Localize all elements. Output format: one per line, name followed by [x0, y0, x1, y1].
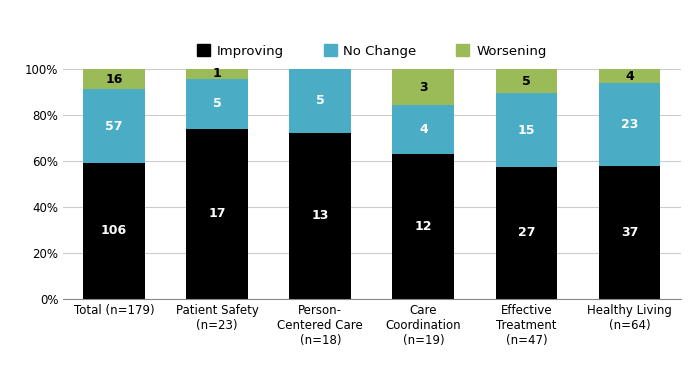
Bar — [393, 154, 455, 299]
Text: 37: 37 — [621, 226, 638, 239]
Bar — [393, 105, 455, 154]
Text: 3: 3 — [419, 80, 427, 93]
Bar — [598, 69, 660, 83]
Legend: Improving, No Change, Worsening: Improving, No Change, Worsening — [197, 44, 546, 58]
Text: 5: 5 — [316, 94, 325, 107]
Bar — [289, 69, 351, 133]
Bar — [598, 166, 660, 299]
Bar — [83, 90, 145, 163]
Text: 4: 4 — [626, 70, 634, 83]
Bar — [186, 69, 248, 79]
Bar — [393, 69, 455, 105]
Text: 1: 1 — [213, 67, 222, 80]
Text: 23: 23 — [621, 118, 638, 131]
Text: 16: 16 — [106, 73, 123, 86]
Text: 27: 27 — [518, 226, 535, 239]
Bar — [598, 83, 660, 166]
Text: 13: 13 — [311, 209, 329, 222]
Text: 106: 106 — [101, 224, 127, 237]
Bar — [496, 167, 557, 299]
Text: 12: 12 — [415, 220, 432, 232]
Text: 17: 17 — [208, 207, 226, 220]
Bar — [83, 69, 145, 90]
Bar — [496, 93, 557, 167]
Bar — [186, 79, 248, 129]
Text: 15: 15 — [518, 124, 535, 137]
Text: 5: 5 — [213, 97, 222, 110]
Text: 5: 5 — [522, 75, 531, 88]
Text: 57: 57 — [106, 119, 123, 133]
Text: 4: 4 — [419, 123, 427, 136]
Bar — [289, 133, 351, 299]
Bar — [496, 69, 557, 93]
Bar — [186, 129, 248, 299]
Bar — [83, 163, 145, 299]
